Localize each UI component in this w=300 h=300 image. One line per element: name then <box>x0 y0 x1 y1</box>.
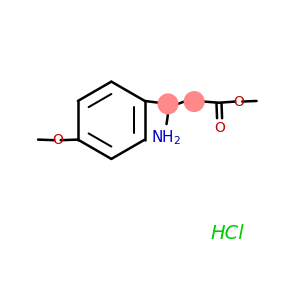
Text: O: O <box>214 121 225 135</box>
Text: O: O <box>233 94 244 109</box>
Text: O: O <box>52 133 63 147</box>
Circle shape <box>184 92 204 111</box>
Circle shape <box>158 94 178 114</box>
Text: NH$_2$: NH$_2$ <box>152 128 182 147</box>
Text: HCl: HCl <box>211 224 244 243</box>
